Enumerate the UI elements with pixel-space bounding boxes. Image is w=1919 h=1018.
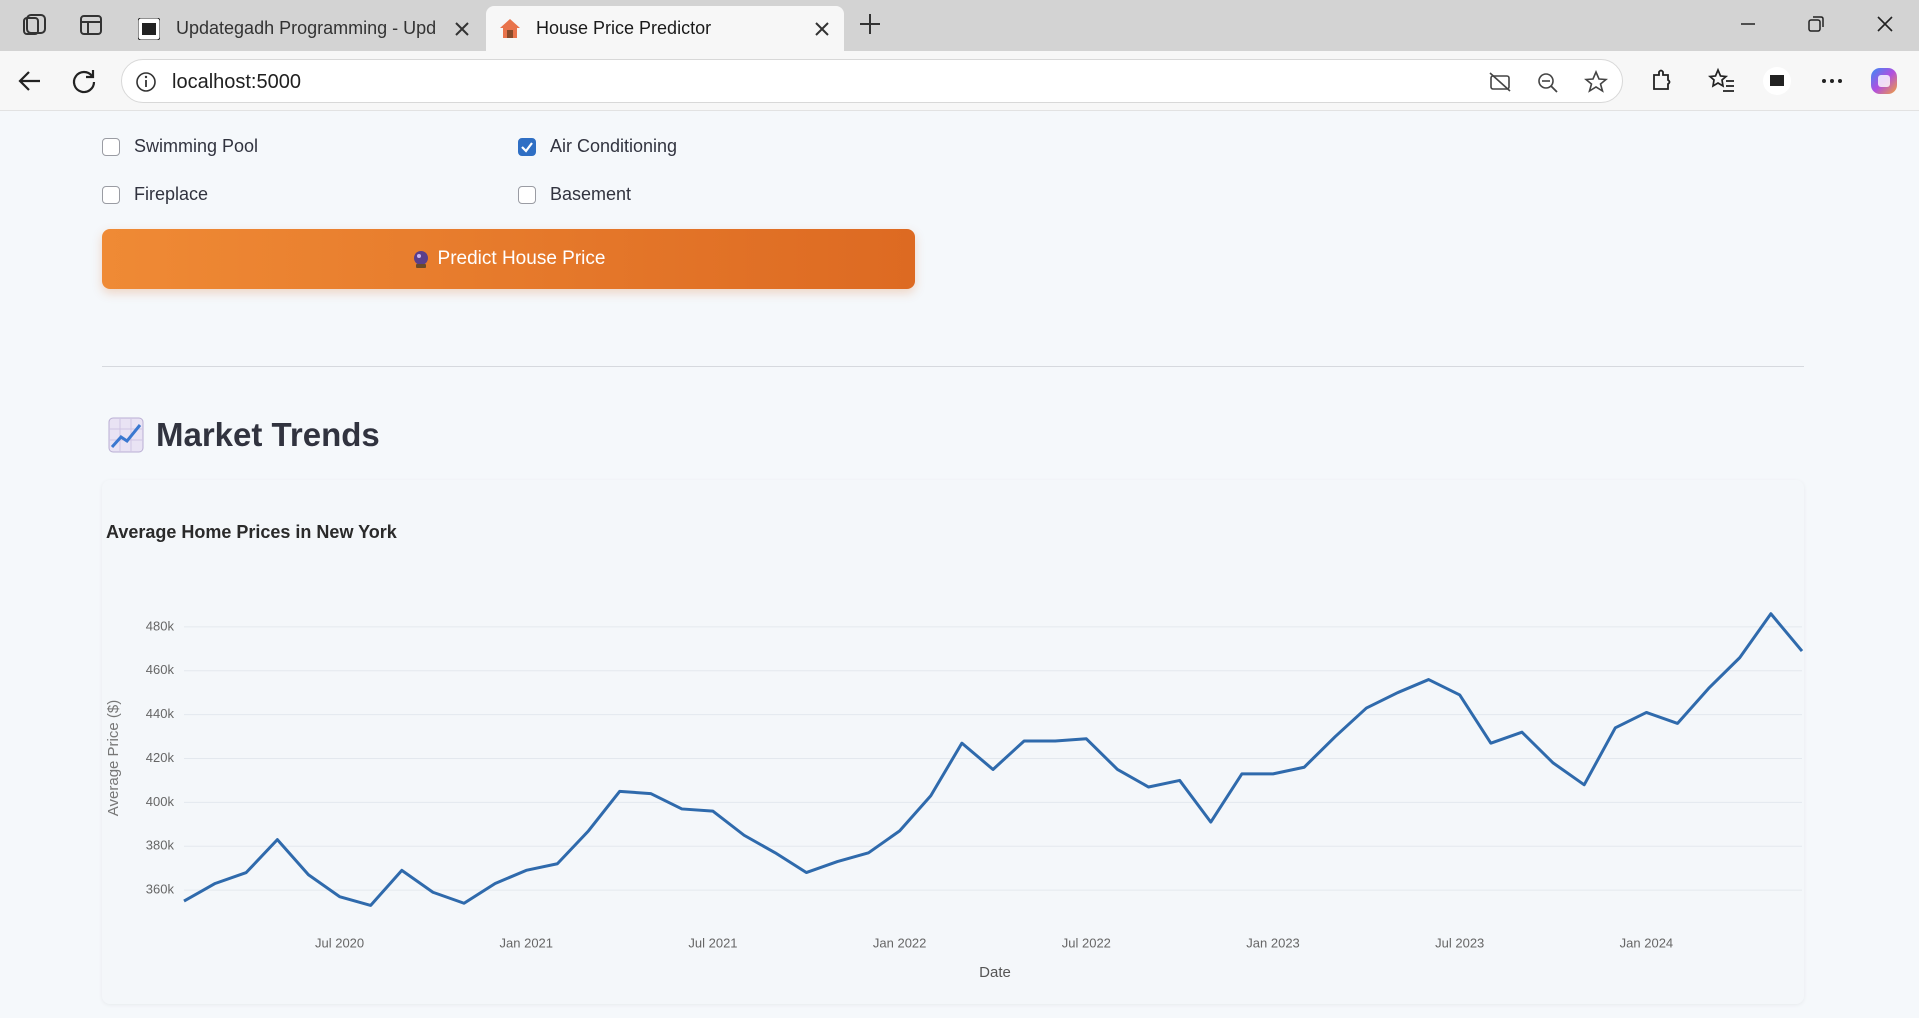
checkbox-box [102,137,120,156]
checkbox-label: Basement [550,184,632,204]
back[interactable] [16,67,44,95]
address-bar[interactable]: localhost:5000 [121,59,1623,103]
y-tick-label: 480k [146,618,175,633]
tab-active[interactable]: House Price Predictor [486,6,844,51]
refresh[interactable] [70,67,98,95]
favorites[interactable] [1708,67,1736,95]
heading-text: Market Trends [156,416,380,453]
chart-emoji [108,417,144,453]
minimize[interactable] [1738,14,1758,34]
checkbox-box [518,185,536,204]
section-heading: Market Trends [108,416,380,454]
restore[interactable] [1806,14,1826,34]
y-tick-label: 420k [146,750,175,765]
crystal-ball-icon [413,251,428,268]
close-window[interactable] [1875,14,1895,34]
close-tab[interactable] [814,21,830,37]
x-tick-label: Jan 2024 [1620,935,1674,950]
y-tick-label: 360k [146,882,175,897]
check-mark [521,141,533,153]
favorite[interactable] [1584,70,1608,94]
checkbox[interactable]: Air Conditioning [518,136,677,157]
checkbox-label: Air Conditioning [550,136,678,156]
tab-title: Updategadh Programming - Upd [176,18,437,38]
x-tick-label: Jul 2021 [688,935,737,950]
tab[interactable]: Updategadh Programming - Upd [126,6,476,51]
checkbox-label: Swimming Pool [134,136,259,156]
tab-actions-icon [80,15,102,35]
zoom[interactable] [1536,71,1560,95]
x-tick-label: Jan 2022 [873,935,927,950]
chart-title: Average Home Prices in New York [106,522,398,542]
workspaces-icon [23,14,46,35]
checkbox[interactable]: Swimming Pool [102,136,258,157]
y-axis-title: Average Price ($) [105,700,122,816]
copilot[interactable] [1868,65,1900,97]
price-line [183,612,1804,907]
extensions[interactable] [1648,67,1676,95]
x-tick-label: Jul 2022 [1062,935,1111,950]
x-tick-label: Jan 2021 [500,935,554,950]
x-tick-label: Jul 2020 [315,935,364,950]
address-row: localhost:5000 [0,51,1919,111]
x-tick-label: Jan 2023 [1246,935,1300,950]
checkbox-box [518,137,536,156]
checkbox-box [102,185,120,204]
checkbox[interactable]: Basement [518,184,631,205]
x-axis-title: Date [979,964,1011,981]
divider [102,366,1804,367]
favicon [500,19,520,38]
new-tab[interactable] [858,12,882,36]
tracking-icon[interactable] [1488,71,1512,93]
tab-bar: Updategadh Programming - Upd House Price… [0,0,1919,51]
y-tick-label: 380k [146,838,175,853]
checkbox[interactable]: Fireplace [102,184,208,205]
x-tick-label: Jul 2023 [1435,935,1484,950]
close-tab[interactable] [454,21,470,37]
chart: Average Home Prices in New York Date Ave… [105,522,1804,981]
predict-button[interactable]: Predict House Price [102,229,915,289]
chart-card: Average Home Prices in New York Date Ave… [102,480,1804,1004]
y-tick-label: 440k [146,706,175,721]
checkbox-label: Fireplace [134,184,209,204]
more[interactable] [1818,67,1846,95]
site-info[interactable] [135,71,157,93]
button-label: Predict House Price [437,248,606,269]
url: localhost:5000 [172,71,301,93]
y-tick-label: 400k [146,794,175,809]
tab-title: House Price Predictor [536,18,712,38]
profile[interactable] [1762,66,1792,96]
y-tick-label: 460k [146,662,175,677]
favicon [138,18,160,40]
